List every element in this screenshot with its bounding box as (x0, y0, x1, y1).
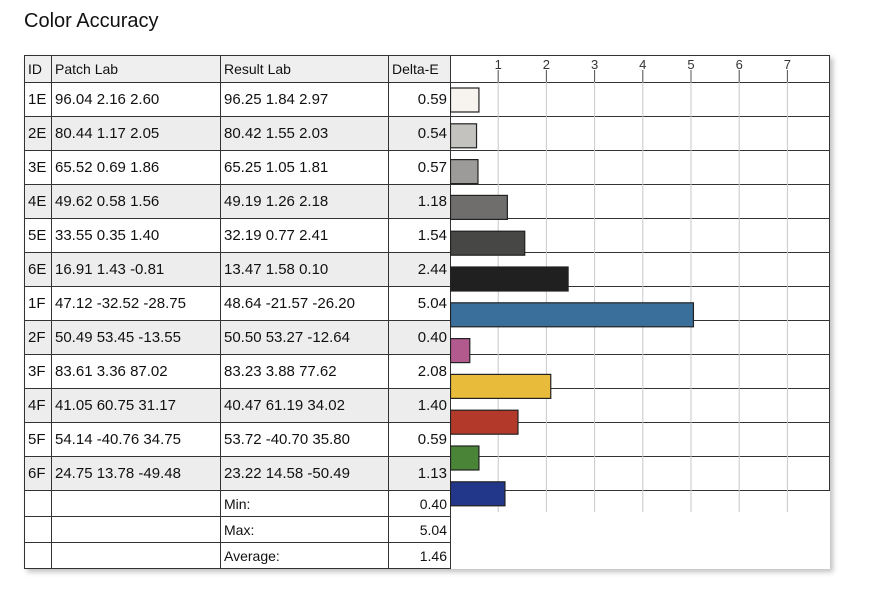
header-id: ID (24, 55, 52, 83)
delta-e-value: 5.04 (388, 286, 451, 321)
summary-label: Max: (220, 516, 389, 543)
chart-cell (450, 116, 830, 151)
patch-id: 5F (24, 422, 52, 457)
table-row: 4E 49.62 0.58 1.56 49.19 1.26 2.18 1.18 (24, 184, 830, 219)
result-lab: 32.19 0.77 2.41 (220, 218, 389, 253)
delta-e-value: 1.40 (388, 388, 451, 423)
table-row: 3E 65.52 0.69 1.86 65.25 1.05 1.81 0.57 (24, 150, 830, 185)
summary-value: 1.46 (388, 542, 451, 569)
chart-cell (450, 388, 830, 423)
empty-chart-cell (450, 516, 830, 543)
empty-cell (51, 516, 221, 543)
delta-e-value: 0.57 (388, 150, 451, 185)
page-title: Color Accuracy (24, 10, 159, 32)
patch-id: 6F (24, 456, 52, 491)
chart-cell (450, 150, 830, 185)
result-lab: 13.47 1.58 0.10 (220, 252, 389, 287)
table-row: 5E 33.55 0.35 1.40 32.19 0.77 2.41 1.54 (24, 218, 830, 253)
delta-e-value: 0.59 (388, 82, 451, 117)
patch-lab: 47.12 -32.52 -28.75 (51, 286, 221, 321)
patch-lab: 80.44 1.17 2.05 (51, 116, 221, 151)
patch-lab: 24.75 13.78 -49.48 (51, 456, 221, 491)
summary-value: 0.40 (388, 490, 451, 517)
patch-lab: 65.52 0.69 1.86 (51, 150, 221, 185)
summary-row: Min: 0.40 (24, 490, 830, 517)
result-lab: 40.47 61.19 34.02 (220, 388, 389, 423)
patch-lab: 83.61 3.36 87.02 (51, 354, 221, 389)
header-result-lab: Result Lab (220, 55, 389, 83)
patch-id: 2F (24, 320, 52, 355)
table-row: 3F 83.61 3.36 87.02 83.23 3.88 77.62 2.08 (24, 354, 830, 389)
table-row: 1E 96.04 2.16 2.60 96.25 1.84 2.97 0.59 (24, 82, 830, 117)
table-row: 1F 47.12 -32.52 -28.75 48.64 -21.57 -26.20… (24, 286, 830, 321)
patch-lab: 41.05 60.75 31.17 (51, 388, 221, 423)
patch-lab: 96.04 2.16 2.60 (51, 82, 221, 117)
delta-e-value: 2.08 (388, 354, 451, 389)
patch-id: 1E (24, 82, 52, 117)
chart-cell (450, 354, 830, 389)
result-lab: 80.42 1.55 2.03 (220, 116, 389, 151)
empty-cell (51, 542, 221, 569)
result-lab: 49.19 1.26 2.18 (220, 184, 389, 219)
table-row: 2F 50.49 53.45 -13.55 50.50 53.27 -12.64 0.… (24, 320, 830, 355)
patch-lab: 33.55 0.35 1.40 (51, 218, 221, 253)
chart-cell (450, 320, 830, 355)
patch-id: 6E (24, 252, 52, 287)
table-header: ID Patch Lab Result Lab Delta-E (24, 55, 830, 83)
delta-e-value: 0.59 (388, 422, 451, 457)
empty-cell (24, 490, 52, 517)
empty-cell (24, 516, 52, 543)
patch-id: 4E (24, 184, 52, 219)
result-lab: 53.72 -40.70 35.80 (220, 422, 389, 457)
patch-id: 2E (24, 116, 52, 151)
table-row: 2E 80.44 1.17 2.05 80.42 1.55 2.03 0.54 (24, 116, 830, 151)
empty-chart-cell (450, 542, 830, 569)
chart-cell (450, 286, 830, 321)
results-table: ID Patch Lab Result Lab Delta-E 1E 96.04 2.16… (24, 55, 830, 569)
chart-cell (450, 218, 830, 253)
table-row: 6F 24.75 13.78 -49.48 23.22 14.58 -50.49 1.… (24, 456, 830, 491)
patch-lab: 50.49 53.45 -13.55 (51, 320, 221, 355)
result-lab: 83.23 3.88 77.62 (220, 354, 389, 389)
chart-axis-header (450, 55, 830, 83)
delta-e-value: 1.18 (388, 184, 451, 219)
result-lab: 50.50 53.27 -12.64 (220, 320, 389, 355)
table-row: 5F 54.14 -40.76 34.75 53.72 -40.70 35.80 0.… (24, 422, 830, 457)
delta-e-value: 0.40 (388, 320, 451, 355)
empty-chart-cell (450, 490, 830, 517)
header-patch-lab: Patch Lab (51, 55, 221, 83)
empty-cell (24, 542, 52, 569)
table-row: 4F 41.05 60.75 31.17 40.47 61.19 34.02 1.40 (24, 388, 830, 423)
patch-lab: 49.62 0.58 1.56 (51, 184, 221, 219)
result-lab: 65.25 1.05 1.81 (220, 150, 389, 185)
patch-id: 1F (24, 286, 52, 321)
delta-e-value: 1.13 (388, 456, 451, 491)
result-lab: 48.64 -21.57 -26.20 (220, 286, 389, 321)
result-lab: 23.22 14.58 -50.49 (220, 456, 389, 491)
delta-e-value: 2.44 (388, 252, 451, 287)
patch-id: 3E (24, 150, 52, 185)
table-row: 6E 16.91 1.43 -0.81 13.47 1.58 0.10 2.44 (24, 252, 830, 287)
summary-value: 5.04 (388, 516, 451, 543)
patch-id: 5E (24, 218, 52, 253)
chart-cell (450, 184, 830, 219)
chart-cell (450, 422, 830, 457)
chart-cell (450, 252, 830, 287)
summary-row: Average: 1.46 (24, 542, 830, 569)
empty-cell (51, 490, 221, 517)
delta-e-value: 1.54 (388, 218, 451, 253)
result-lab: 96.25 1.84 2.97 (220, 82, 389, 117)
patch-id: 3F (24, 354, 52, 389)
patch-lab: 16.91 1.43 -0.81 (51, 252, 221, 287)
chart-cell (450, 82, 830, 117)
patch-id: 4F (24, 388, 52, 423)
patch-lab: 54.14 -40.76 34.75 (51, 422, 221, 457)
chart-cell (450, 456, 830, 491)
summary-row: Max: 5.04 (24, 516, 830, 543)
summary-label: Average: (220, 542, 389, 569)
delta-e-value: 0.54 (388, 116, 451, 151)
summary-label: Min: (220, 490, 389, 517)
header-delta-e: Delta-E (388, 55, 451, 83)
